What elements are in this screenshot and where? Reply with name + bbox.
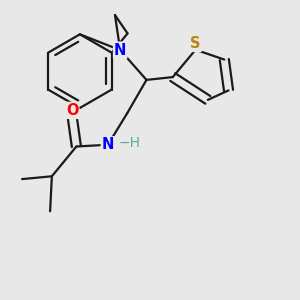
- Text: −H: −H: [119, 136, 141, 150]
- Text: N: N: [114, 43, 126, 58]
- Text: S: S: [190, 36, 201, 51]
- Text: N: N: [102, 137, 114, 152]
- Text: O: O: [66, 103, 78, 118]
